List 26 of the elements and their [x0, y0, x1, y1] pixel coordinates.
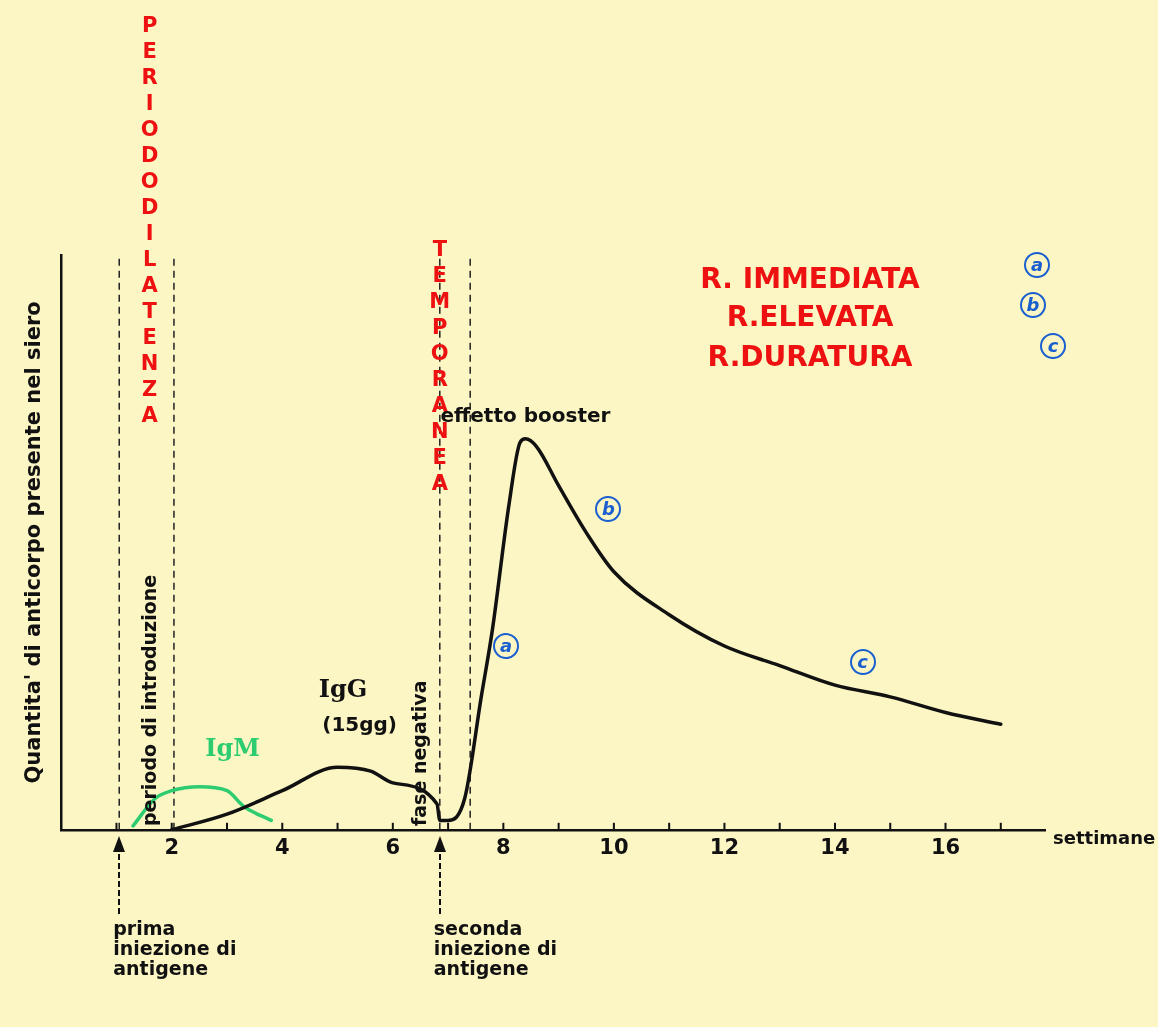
text: R.ELEVATA: [726, 300, 894, 333]
x-tick-label: 4: [274, 834, 290, 859]
x-tick-label: 2: [164, 834, 180, 859]
text: R.DURATURA: [707, 340, 913, 373]
text: PERIODO DI LATENZA: [140, 13, 159, 427]
text: a: [1024, 252, 1050, 278]
annotation: (15gg): [322, 711, 398, 736]
annotation: a: [493, 633, 520, 660]
x-tick-label: 12: [709, 834, 740, 859]
text: seconda iniezione di antigene: [433, 916, 558, 979]
x-tick-label: 6: [385, 834, 401, 859]
text: c: [1040, 333, 1066, 359]
series-label: IgM: [205, 732, 260, 762]
x-tick-label: 8: [496, 834, 511, 859]
x-tick-label: 10: [599, 834, 629, 859]
x-axis-title: settimane: [1053, 826, 1156, 848]
text: IgG: [318, 673, 368, 703]
x-tick-label: 16: [930, 834, 961, 859]
annotation: b: [595, 496, 622, 523]
annotation: c: [849, 648, 876, 675]
text: prima iniezione di antigene: [113, 916, 238, 979]
y-axis-title: Quantita' di anticorpo presente nel siero: [21, 301, 46, 784]
x-tick-label: 14: [820, 834, 850, 859]
annotation: periodo di introduzione: [137, 574, 160, 826]
text: b: [1020, 292, 1046, 318]
text: R. IMMEDIATA: [700, 262, 920, 295]
